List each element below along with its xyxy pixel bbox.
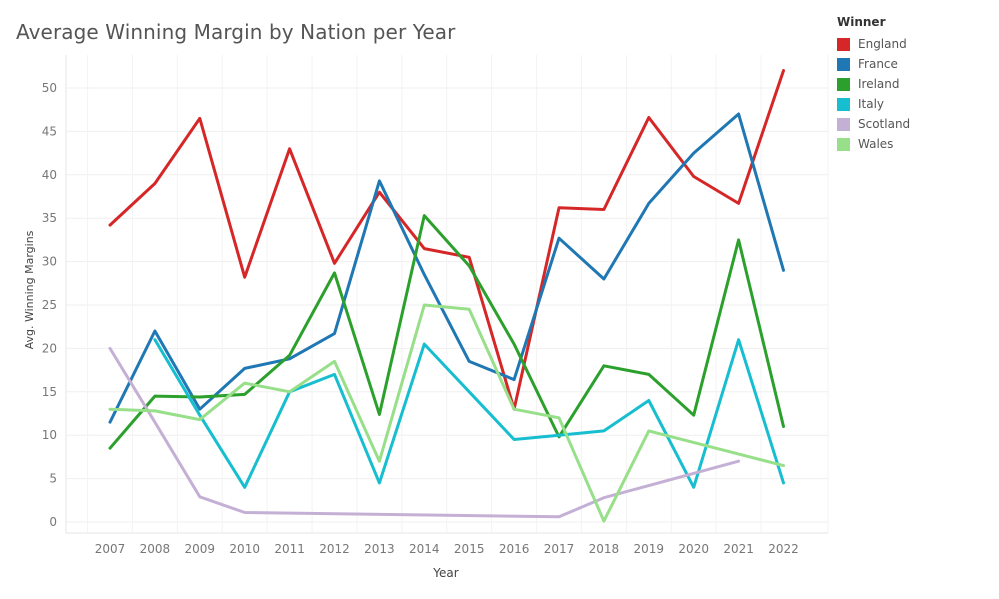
legend-swatch (837, 137, 850, 151)
y-tick-label: 35 (42, 211, 57, 225)
y-tick-label: 20 (42, 341, 57, 355)
x-tick-label: 2021 (723, 542, 754, 556)
legend-item-france[interactable]: France (837, 54, 910, 74)
series-line-wales (108, 303, 785, 523)
legend-label: Scotland (858, 117, 911, 131)
x-tick-label: 2011 (274, 542, 305, 556)
x-tick-label: 2020 (678, 542, 709, 556)
x-axis-title: Year (432, 566, 458, 580)
x-tick-label: 2010 (229, 542, 260, 556)
x-tick-label: 2013 (364, 542, 395, 556)
legend-swatch (837, 77, 850, 91)
y-tick-label: 45 (42, 124, 57, 138)
y-tick-label: 25 (42, 298, 57, 312)
legend-item-england[interactable]: England (837, 34, 910, 54)
legend-label: France (858, 57, 898, 71)
legend: Winner England France Ireland Italy Scotland… (837, 15, 910, 154)
y-tick-label: 5 (49, 472, 57, 486)
x-tick-label: 2016 (499, 542, 530, 556)
x-tick-label: 2017 (544, 542, 575, 556)
x-tick-label: 2022 (768, 542, 799, 556)
legend-label: Wales (858, 137, 894, 151)
x-tick-label: 2009 (185, 542, 216, 556)
x-tick-label: 2014 (409, 542, 440, 556)
legend-title: Winner (837, 15, 886, 29)
legend-swatch (837, 117, 850, 131)
x-tick-label: 2019 (634, 542, 665, 556)
series-line-italy (153, 338, 785, 489)
legend-label: Italy (858, 97, 885, 111)
x-tick-label: 2008 (140, 542, 171, 556)
series-line-ireland (108, 214, 785, 450)
series-line-france (108, 112, 785, 424)
x-tick-label: 2015 (454, 542, 485, 556)
y-axis-title: Avg. Winning Margins (23, 230, 36, 349)
legend-label: Ireland (858, 77, 900, 91)
legend-item-wales[interactable]: Wales (837, 134, 910, 154)
x-tick-label: 2018 (589, 542, 620, 556)
legend-label: England (858, 37, 907, 51)
legend-item-ireland[interactable]: Ireland (837, 74, 910, 94)
x-tick-label: 2012 (319, 542, 350, 556)
legend-item-scotland[interactable]: Scotland (837, 114, 910, 134)
series-line-scotland (108, 346, 741, 519)
y-tick-label: 40 (42, 168, 57, 182)
series-line-england (108, 69, 785, 411)
y-tick-label: 50 (42, 81, 57, 95)
legend-swatch (837, 57, 850, 71)
x-tick-label: 2007 (95, 542, 126, 556)
y-tick-label: 10 (42, 428, 57, 442)
legend-swatch (837, 97, 850, 111)
legend-item-italy[interactable]: Italy (837, 94, 910, 114)
y-tick-label: 0 (49, 515, 57, 529)
y-tick-label: 15 (42, 385, 57, 399)
legend-swatch (837, 37, 850, 51)
y-tick-label: 30 (42, 255, 57, 269)
chart-title: Average Winning Margin by Nation per Yea… (16, 20, 456, 44)
